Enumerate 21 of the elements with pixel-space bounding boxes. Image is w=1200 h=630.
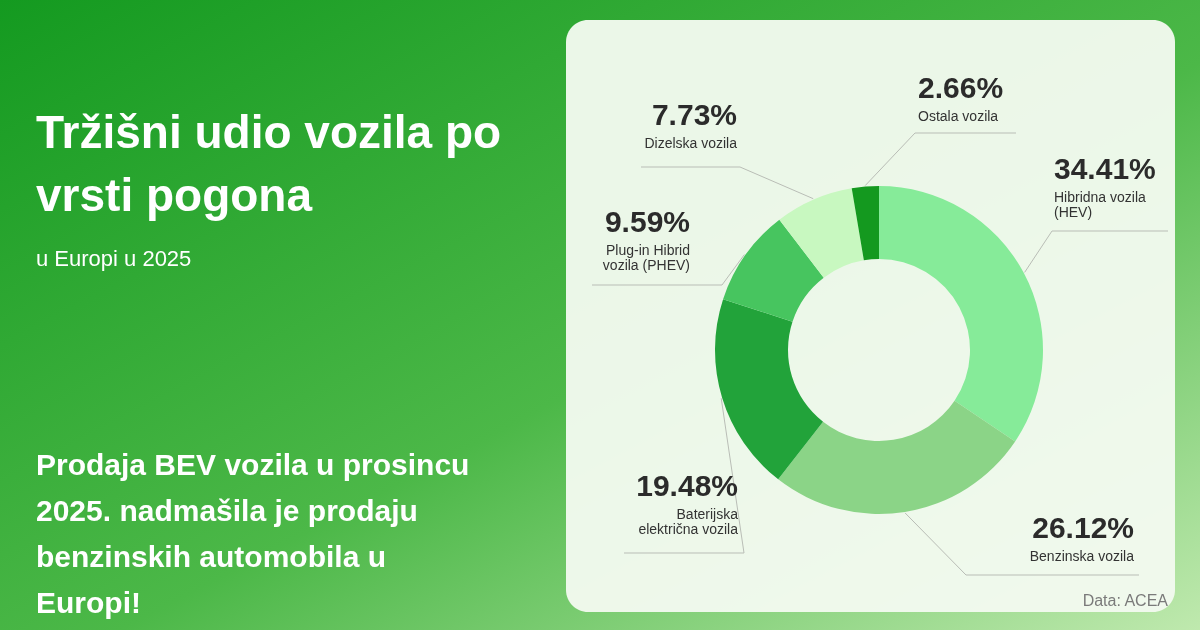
slice-label: Dizelska vozila [644,135,738,151]
slice-label: Benzinska vozila [1029,548,1135,564]
donut-slice [851,186,879,261]
data-label: 26.12% [1032,511,1134,544]
text: Prodaja BEV vozila u prosincu 2025. nadmašila je prodaju benzinskih automobila u Europi! [36,448,470,619]
donut-slice [879,186,1043,442]
text: u Europi u 2025 [36,246,192,271]
slice-label: Baterijska električna vozila [638,506,739,537]
slice-label: Hibridna vozila (HEV) [1054,189,1147,220]
donut-slice [779,188,864,278]
text: Tržišni udio vozila po vrsti pogona [36,106,502,221]
data-label: 9.59% [604,205,690,238]
data-label: 34.41% [1054,152,1156,185]
data-label: 2.66% [918,71,1004,104]
data-label: 7.73% [651,98,737,131]
slice-label: Ostala vozila [918,108,999,124]
data-label: 19.48% [636,469,738,502]
donut-slice [778,400,1016,514]
slice-label: Plug-in Hibrid vozila (PHEV) [602,242,690,273]
donut-slice [723,219,824,322]
text: Data: ACEA [1082,592,1169,609]
